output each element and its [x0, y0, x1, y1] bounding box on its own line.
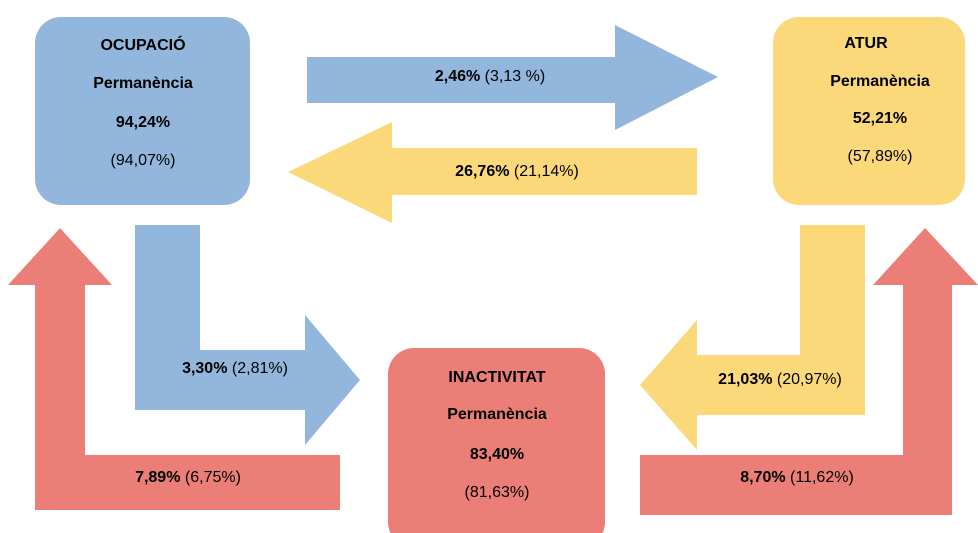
box-inactivitat — [388, 348, 605, 533]
node-label: Permanència — [830, 73, 930, 90]
flow-label: 26,76% (21,14%) — [455, 163, 579, 180]
arrow-inactivitat-atur — [640, 228, 978, 515]
flow-value: 3,30% — [182, 360, 227, 377]
box-atur — [773, 17, 965, 205]
flow-previous: (2,81%) — [232, 360, 288, 377]
flow-label: 3,30% (2,81%) — [182, 360, 288, 377]
flow-value: 7,89% — [135, 469, 180, 486]
flow-previous: (21,14%) — [514, 163, 579, 180]
flow-label: 2,46% (3,13 %) — [435, 68, 545, 85]
flow-value: 21,03% — [718, 371, 772, 388]
flow-label: 7,89% (6,75%) — [135, 469, 241, 486]
flow-previous: (6,75%) — [185, 469, 241, 486]
node-name: INACTIVITAT — [448, 369, 545, 386]
node-name: ATUR — [844, 35, 888, 52]
arrow-ocupacio-atur — [307, 25, 718, 130]
arrow-inactivitat-ocupacio — [8, 228, 340, 510]
flow-value: 26,76% — [455, 163, 509, 180]
node-value: 52,21% — [853, 110, 907, 127]
node-previous: (94,07%) — [111, 152, 176, 169]
flow-label: 21,03% (20,97%) — [718, 371, 842, 388]
node-name: OCUPACIÓ — [100, 35, 185, 54]
box-ocupacio — [35, 17, 250, 205]
arrow-ocupacio-inactivitat — [135, 225, 360, 445]
flow-previous: (20,97%) — [777, 371, 842, 388]
node-previous: (57,89%) — [848, 148, 913, 165]
flow-value: 8,70% — [740, 469, 785, 486]
node-label: Permanència — [93, 75, 193, 92]
node-previous: (81,63%) — [465, 484, 530, 501]
flow-label: 8,70% (11,62%) — [740, 469, 854, 486]
flow-previous: (11,62%) — [790, 469, 854, 486]
node-label: Permanència — [447, 406, 547, 423]
flow-previous: (3,13 %) — [485, 68, 545, 85]
arrow-atur-inactivitat — [640, 225, 865, 450]
node-value: 94,24% — [116, 114, 170, 131]
flow-value: 2,46% — [435, 68, 480, 85]
arrow-atur-ocupacio — [288, 122, 697, 223]
node-value: 83,40% — [470, 446, 524, 463]
